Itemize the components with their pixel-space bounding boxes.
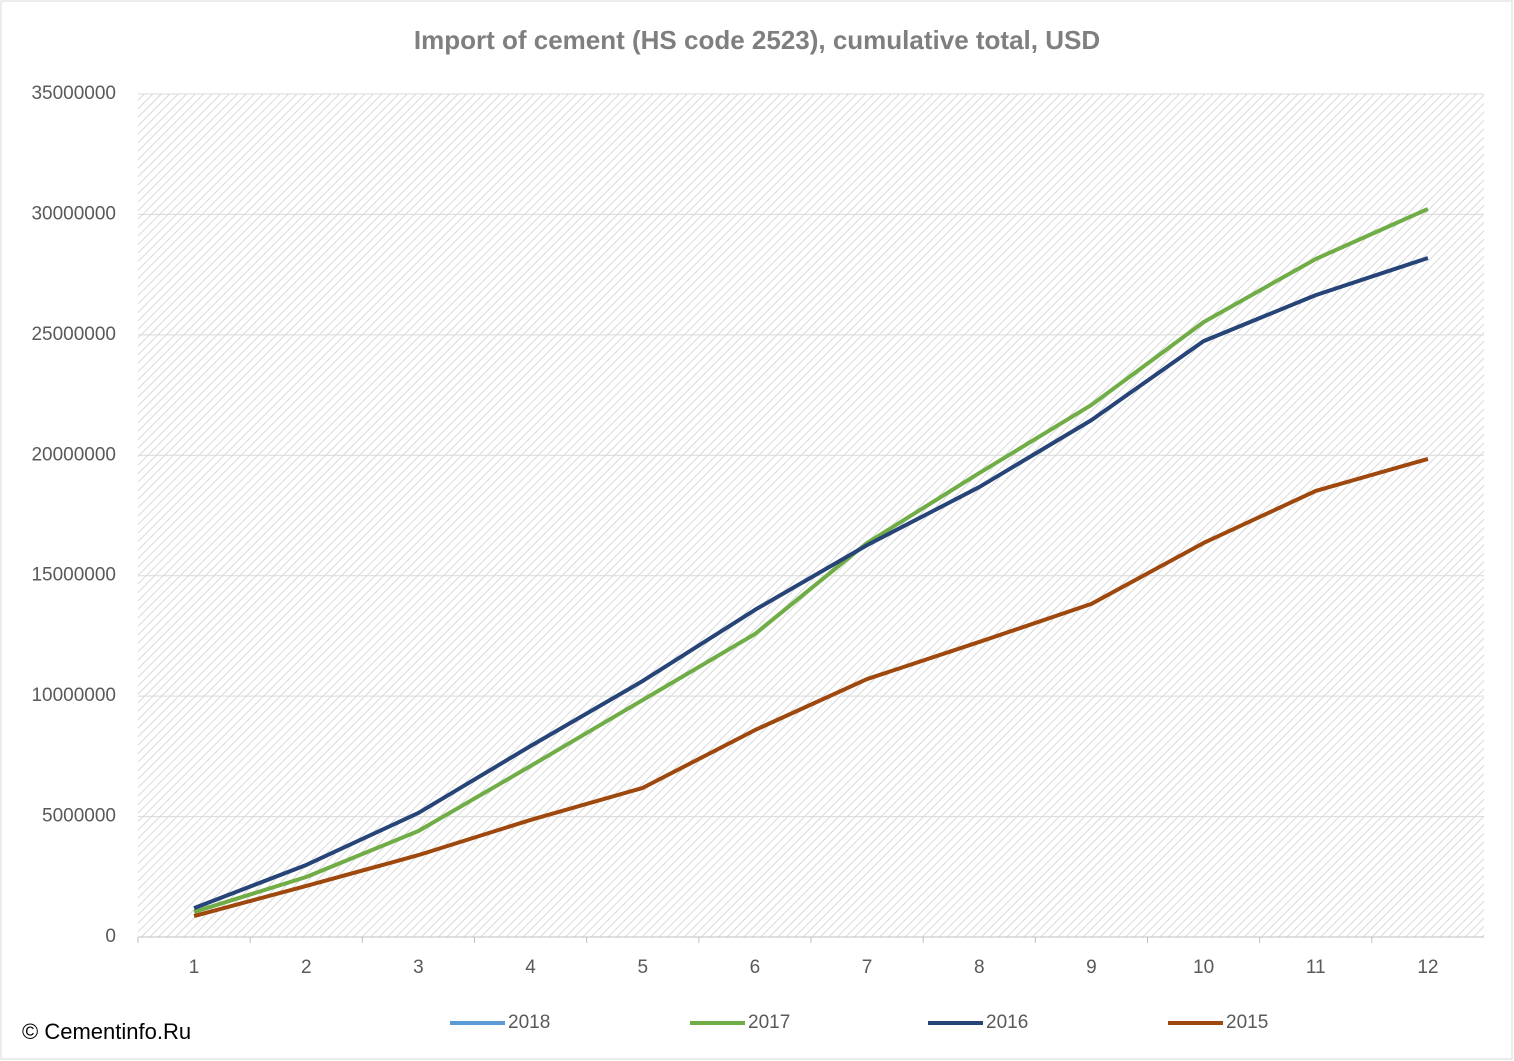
x-tick-label: 1 xyxy=(189,957,200,978)
x-tick-label: 2 xyxy=(301,957,312,978)
x-tick-label: 12 xyxy=(1417,957,1438,978)
legend-label: 2016 xyxy=(986,1012,1028,1033)
plot-area xyxy=(138,94,1484,937)
legend-label: 2015 xyxy=(1226,1012,1268,1033)
y-tick-label: 10000000 xyxy=(31,685,116,706)
y-tick-label: 25000000 xyxy=(31,324,116,345)
x-tick-label: 9 xyxy=(1086,957,1097,978)
legend-label: 2017 xyxy=(748,1012,790,1033)
x-tick-label: 3 xyxy=(413,957,424,978)
watermark: © Cementinfo.Ru xyxy=(22,1019,191,1044)
x-tick-label: 5 xyxy=(637,957,648,978)
y-tick-label: 0 xyxy=(105,926,116,947)
chart-title: Import of cement (HS code 2523), cumulat… xyxy=(414,25,1100,55)
y-tick-label: 35000000 xyxy=(31,83,116,104)
x-tick-label: 11 xyxy=(1306,957,1326,978)
x-tick-label: 7 xyxy=(862,957,873,978)
series-line xyxy=(193,256,1429,910)
y-tick-label: 20000000 xyxy=(31,444,116,465)
y-tick-label: 30000000 xyxy=(31,203,116,224)
series-line xyxy=(193,207,1429,914)
series-line xyxy=(193,456,1429,918)
y-tick-label: 5000000 xyxy=(42,806,116,827)
legend-label: 2018 xyxy=(508,1012,550,1033)
y-tick-label: 15000000 xyxy=(31,565,116,586)
x-tick-label: 6 xyxy=(750,957,761,978)
x-tick-label: 8 xyxy=(974,957,985,978)
x-tick-label: 10 xyxy=(1193,957,1214,978)
x-tick-label: 4 xyxy=(525,957,536,978)
